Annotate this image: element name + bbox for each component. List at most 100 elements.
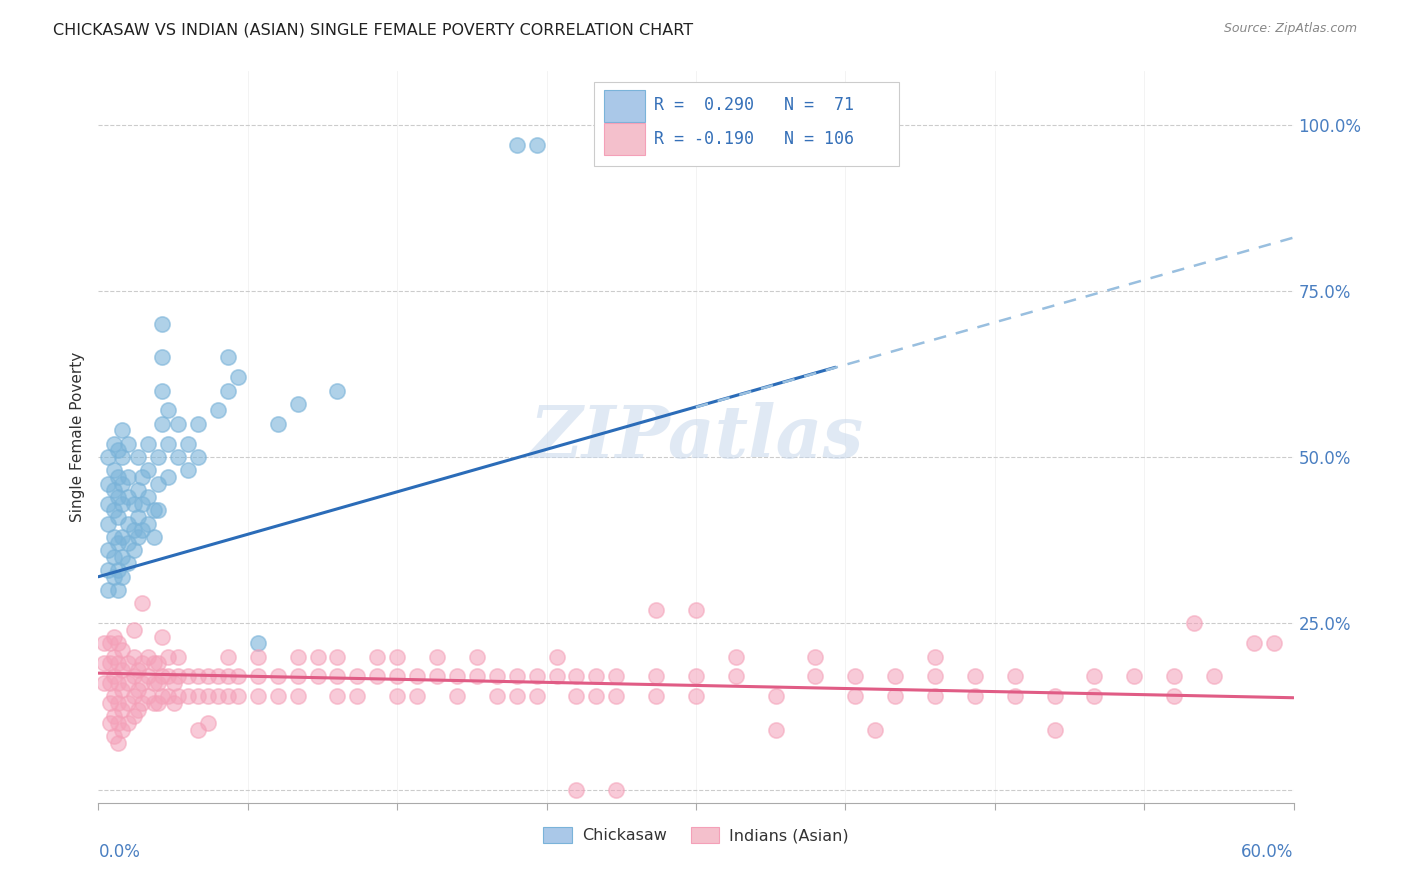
- Text: R =  0.290   N =  71: R = 0.290 N = 71: [654, 96, 853, 114]
- Point: [287, 397, 309, 411]
- Point: [111, 424, 134, 438]
- Text: R = -0.190   N = 106: R = -0.190 N = 106: [654, 129, 853, 148]
- Point: [287, 669, 309, 683]
- Point: [924, 690, 946, 704]
- Point: [366, 649, 388, 664]
- Point: [157, 649, 180, 664]
- Point: [1163, 669, 1185, 683]
- Point: [111, 663, 134, 677]
- Point: [307, 649, 329, 664]
- Point: [685, 603, 707, 617]
- Point: [93, 656, 115, 670]
- Point: [385, 669, 409, 683]
- Point: [143, 530, 166, 544]
- Point: [117, 536, 139, 550]
- Point: [103, 483, 125, 498]
- Point: [157, 669, 180, 683]
- Point: [124, 497, 146, 511]
- Point: [177, 690, 200, 704]
- Point: [177, 436, 200, 450]
- Point: [287, 649, 309, 664]
- Point: [136, 669, 159, 683]
- Point: [111, 643, 134, 657]
- Point: [267, 417, 290, 431]
- Point: [326, 384, 349, 398]
- Point: [177, 669, 200, 683]
- Point: [366, 669, 388, 683]
- Point: [97, 563, 120, 577]
- Point: [187, 669, 209, 683]
- Point: [605, 690, 627, 704]
- Point: [117, 656, 139, 670]
- Point: [197, 716, 219, 731]
- Point: [246, 669, 269, 683]
- Point: [127, 663, 149, 677]
- Point: [446, 669, 468, 683]
- Point: [148, 503, 170, 517]
- Point: [124, 709, 146, 723]
- Point: [127, 682, 149, 697]
- Point: [226, 669, 249, 683]
- Point: [217, 649, 239, 664]
- Point: [97, 497, 120, 511]
- Point: [107, 563, 129, 577]
- Point: [565, 669, 588, 683]
- Point: [97, 450, 120, 464]
- Point: [103, 503, 125, 517]
- Point: [287, 690, 309, 704]
- Point: [124, 669, 146, 683]
- Point: [127, 509, 149, 524]
- FancyBboxPatch shape: [595, 82, 900, 167]
- Point: [111, 703, 134, 717]
- Point: [107, 490, 129, 504]
- Point: [111, 570, 134, 584]
- Point: [884, 690, 907, 704]
- Point: [117, 716, 139, 731]
- Point: [187, 417, 209, 431]
- Point: [167, 417, 190, 431]
- Point: [107, 443, 129, 458]
- Point: [111, 450, 134, 464]
- Point: [246, 636, 269, 650]
- Text: 60.0%: 60.0%: [1241, 843, 1294, 861]
- Point: [1243, 636, 1265, 650]
- Point: [127, 483, 149, 498]
- Point: [226, 690, 249, 704]
- Point: [131, 656, 153, 670]
- Point: [131, 523, 153, 537]
- Point: [103, 570, 125, 584]
- Point: [804, 669, 827, 683]
- Point: [117, 470, 139, 484]
- Point: [107, 696, 129, 710]
- Point: [157, 690, 180, 704]
- Point: [131, 596, 153, 610]
- Point: [605, 669, 627, 683]
- Point: [1202, 669, 1225, 683]
- Point: [385, 690, 409, 704]
- Point: [148, 476, 170, 491]
- Point: [103, 530, 125, 544]
- Point: [924, 669, 946, 683]
- Point: [93, 636, 115, 650]
- Point: [267, 669, 290, 683]
- Point: [136, 436, 159, 450]
- Point: [103, 690, 125, 704]
- Point: [207, 403, 229, 417]
- Point: [685, 690, 707, 704]
- Point: [446, 690, 468, 704]
- Point: [98, 696, 122, 710]
- Point: [645, 603, 668, 617]
- Point: [765, 723, 787, 737]
- Point: [246, 690, 269, 704]
- Point: [103, 436, 125, 450]
- Point: [326, 690, 349, 704]
- Point: [97, 516, 120, 531]
- Point: [1004, 690, 1026, 704]
- Point: [148, 450, 170, 464]
- Point: [1123, 669, 1146, 683]
- Point: [163, 676, 186, 690]
- Point: [1083, 669, 1105, 683]
- Point: [124, 543, 146, 558]
- Text: 0.0%: 0.0%: [98, 843, 141, 861]
- Point: [506, 690, 529, 704]
